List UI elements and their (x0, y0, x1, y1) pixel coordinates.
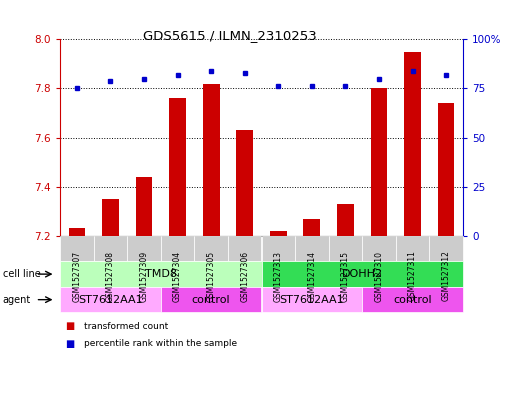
Text: cell line: cell line (3, 269, 40, 279)
Text: GSM1527306: GSM1527306 (240, 251, 249, 302)
Bar (236, 130, 253, 236)
Text: GSM1527309: GSM1527309 (140, 251, 149, 302)
Bar (203, 83, 220, 236)
Text: DOHH2: DOHH2 (342, 269, 383, 279)
Text: control: control (192, 295, 231, 305)
Text: percentile rank within the sample: percentile rank within the sample (84, 340, 237, 348)
Text: agent: agent (3, 295, 31, 305)
Bar (371, 88, 388, 236)
Bar (303, 219, 320, 236)
Text: GSM1527308: GSM1527308 (106, 251, 115, 301)
Bar (404, 51, 421, 236)
Text: TMD8: TMD8 (145, 269, 177, 279)
Text: GSM1527312: GSM1527312 (441, 251, 451, 301)
Bar (270, 231, 287, 236)
Text: GSM1527310: GSM1527310 (374, 251, 383, 301)
Text: GSM1527314: GSM1527314 (308, 251, 316, 301)
Text: GSM1527313: GSM1527313 (274, 251, 283, 301)
Bar (102, 199, 119, 236)
Text: GSM1527311: GSM1527311 (408, 251, 417, 301)
Text: ■: ■ (65, 321, 75, 331)
Text: ST7612AA1: ST7612AA1 (78, 295, 143, 305)
Text: GSM1527305: GSM1527305 (207, 251, 215, 302)
Text: GDS5615 / ILMN_2310253: GDS5615 / ILMN_2310253 (143, 29, 317, 42)
Bar (69, 228, 85, 236)
Bar (337, 204, 354, 236)
Text: control: control (393, 295, 432, 305)
Bar (169, 98, 186, 236)
Text: ST7612AA1: ST7612AA1 (279, 295, 344, 305)
Bar (438, 103, 454, 236)
Text: ■: ■ (65, 339, 75, 349)
Text: GSM1527315: GSM1527315 (341, 251, 350, 301)
Text: GSM1527307: GSM1527307 (72, 251, 82, 302)
Text: GSM1527304: GSM1527304 (173, 251, 182, 302)
Bar (135, 177, 152, 236)
Text: transformed count: transformed count (84, 322, 168, 331)
